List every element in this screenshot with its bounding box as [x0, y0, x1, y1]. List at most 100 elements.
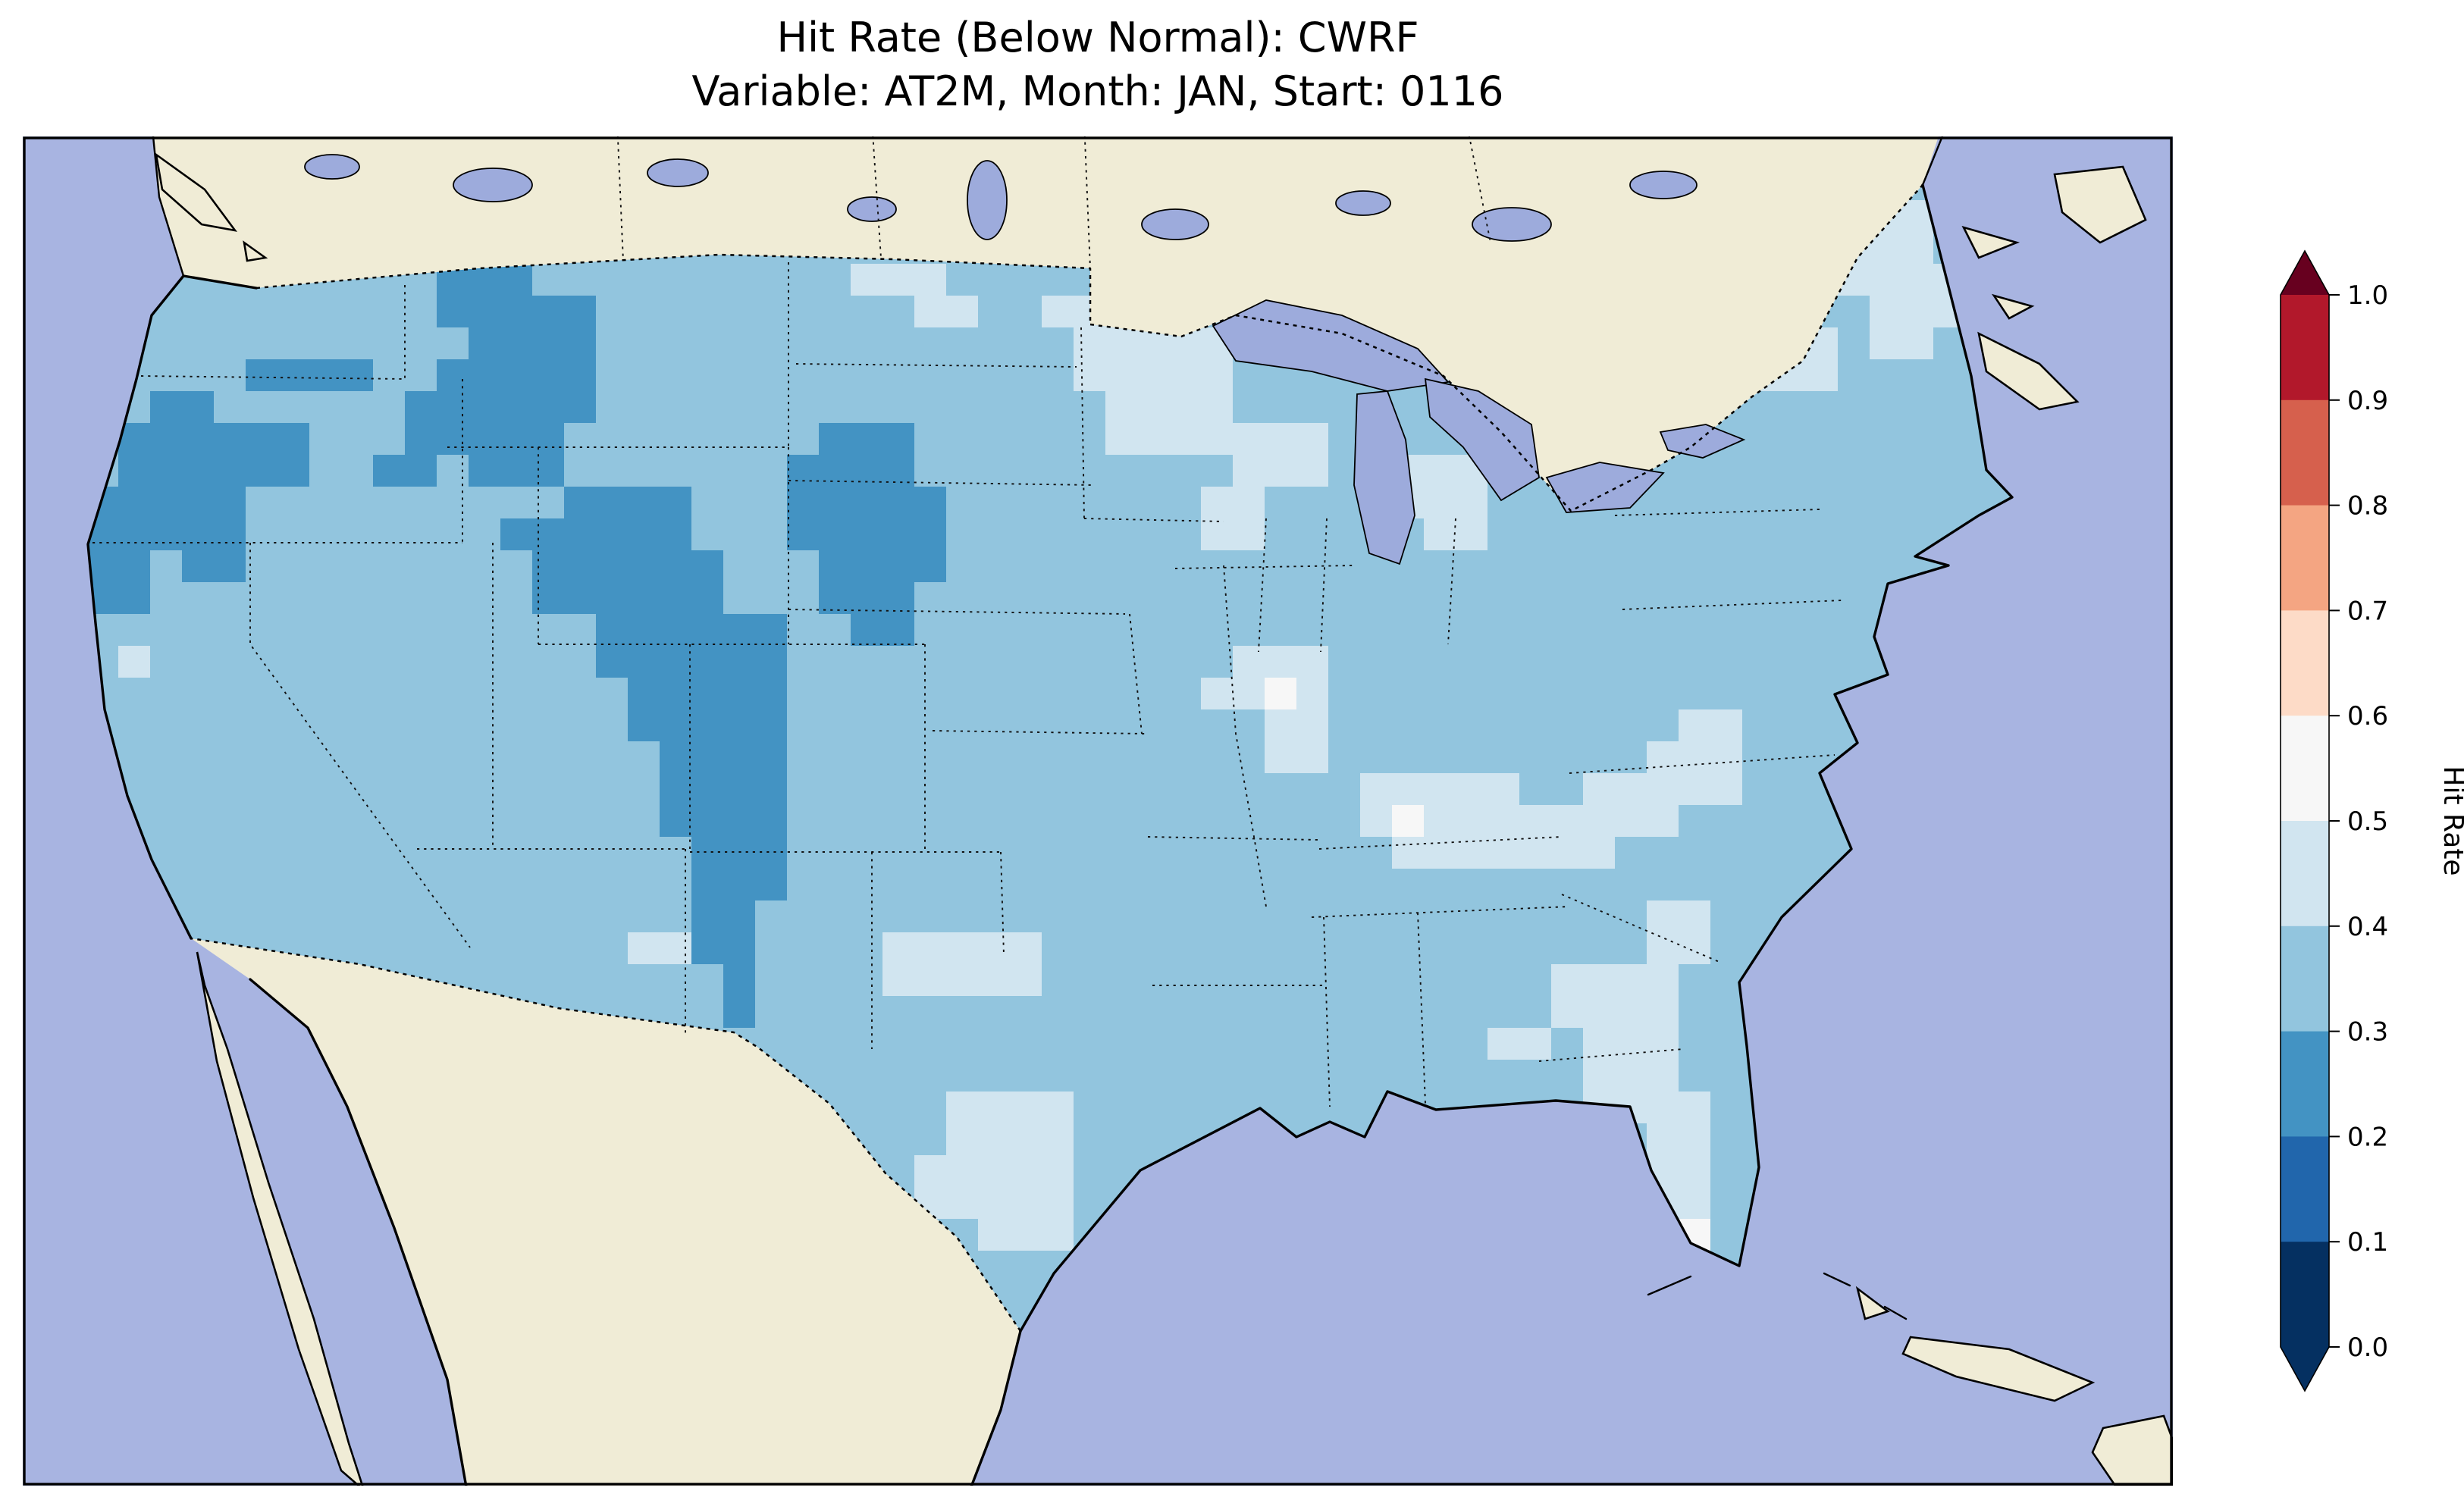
hit-rate-cell	[1392, 805, 1424, 837]
hit-rate-cell	[819, 550, 914, 614]
us-canada-border-east	[1089, 184, 1923, 512]
conus-hit-rate-map	[23, 136, 2173, 1486]
lake-superior	[1212, 299, 1450, 392]
hit-rate-cell	[1233, 423, 1328, 487]
nova-scotia	[1977, 331, 2080, 411]
hit-rate-cell	[1487, 1028, 1551, 1060]
colorbar-tick-label: 0.7	[2347, 596, 2388, 626]
hit-rate-cell	[150, 391, 214, 423]
hit-rate-cell	[978, 1187, 1074, 1251]
colorbar-tick-label: 0.8	[2347, 491, 2388, 521]
colorbar-segment-0.8-0.9	[2281, 399, 2329, 506]
lake-huron	[1424, 377, 1540, 502]
colorbar-tick-label: 0.6	[2347, 701, 2388, 731]
colorbar-over-arrow	[2281, 251, 2329, 295]
canada-province-borders	[616, 136, 1491, 269]
small-island-nw	[243, 240, 268, 262]
lake-michigan	[1353, 390, 1415, 565]
hit-rate-cell	[532, 550, 723, 614]
great-lakes	[1212, 299, 1746, 565]
colorbar-tick-label: 0.3	[2347, 1017, 2388, 1048]
hit-rate-cell	[1647, 900, 1710, 964]
hit-rate-cell	[1392, 837, 1519, 869]
hit-rate-cell	[851, 614, 914, 646]
mexico-gulf-coast	[970, 1330, 1022, 1486]
figure-title: Hit Rate (Below Normal): CWRF Variable: …	[23, 11, 2173, 119]
colorbar-under-arrow	[2281, 1347, 2329, 1391]
hispaniola-corner	[2091, 1414, 2173, 1486]
british-columbia-coast	[152, 136, 185, 277]
hit-rate-cell	[596, 614, 787, 678]
hit-rate-cell	[182, 550, 246, 582]
hit-rate-cell	[1615, 805, 1679, 837]
lake-erie	[1545, 462, 1665, 513]
hit-rate-cells	[88, 200, 1965, 1283]
hit-rate-cell	[88, 550, 150, 614]
hit-rate-cell	[628, 932, 691, 964]
colorbar-ticks: 1.0 0.9 0.8 0.7 0.6 0.5 0.4 0.3 0.2 0.1 0.0	[2329, 280, 2388, 1363]
vancouver-island	[155, 152, 238, 232]
hit-rate-cell	[723, 964, 755, 1028]
colorbar-axis-label: Hit Rate	[2437, 766, 2464, 875]
hit-rate-cell	[118, 646, 150, 678]
title-line-1: Hit Rate (Below Normal): CWRF	[776, 14, 1419, 61]
colorbar-segment-0.5-0.6	[2281, 716, 2329, 822]
colorbar-segment-0.2-0.3	[2281, 1031, 2329, 1137]
bahamas-cays	[1823, 1272, 1908, 1320]
hit-rate-cell	[914, 296, 978, 327]
hit-rate-cell	[1201, 487, 1265, 550]
hit-rate-cell	[1105, 391, 1233, 455]
lake-ontario	[1659, 424, 1746, 459]
hit-rate-cell	[628, 678, 787, 741]
hit-rate-cell	[691, 900, 755, 964]
hit-rate-cell	[1551, 964, 1679, 1028]
colorbar-segment-0.6-0.7	[2281, 610, 2329, 716]
coastlines	[86, 136, 2014, 1333]
hit-rate-cell	[1265, 709, 1328, 773]
colorbar-segment-0.7-0.8	[2281, 505, 2329, 611]
hit-rate-cell	[1647, 741, 1742, 805]
hit-rate-cell	[118, 423, 309, 487]
colorbar-tick-label: 0.0	[2347, 1333, 2388, 1363]
hit-rate-cell	[819, 423, 914, 455]
colorbar: 1.0 0.9 0.8 0.7 0.6 0.5 0.4 0.3 0.2 0.1 0.0 Hit Ra…	[2280, 249, 2464, 1392]
hit-rate-cell	[1679, 709, 1742, 741]
hit-rate-cell	[469, 423, 564, 487]
pacific-coast	[86, 274, 258, 940]
prince-edward-island	[1991, 293, 2035, 320]
colorbar-tick-label: 0.4	[2347, 912, 2388, 942]
hit-rate-cell	[405, 391, 469, 455]
us-canada-border-west	[255, 253, 1092, 324]
hit-rate-cell	[1265, 678, 1296, 709]
new-brunswick-coast	[1921, 136, 1944, 186]
islands	[155, 152, 2173, 1486]
colorbar-segment-0.3-0.4	[2281, 926, 2329, 1032]
mexico-landmass	[191, 938, 1020, 1486]
hit-rate-cell	[691, 837, 787, 900]
newfoundland	[2053, 165, 2147, 244]
canada-lakes	[304, 154, 1698, 242]
country-borders	[190, 184, 1923, 1332]
colorbar-segment-0.4-0.5	[2281, 821, 2329, 927]
colorbar-segment-0.9-1.0	[2281, 295, 2329, 401]
colorbar-tick-label: 1.0	[2347, 280, 2388, 311]
baja-california	[196, 951, 364, 1486]
us-mexico-border	[190, 937, 1022, 1332]
colorbar-tick-label: 0.2	[2347, 1122, 2388, 1152]
florida-keys	[1647, 1275, 1692, 1296]
colorbar-tick-label: 0.9	[2347, 386, 2388, 416]
hit-rate-cell	[882, 932, 1042, 996]
mexico-gulf-of-california-coast	[249, 978, 468, 1486]
map-frame	[23, 136, 2173, 1486]
hit-rate-cell	[914, 1155, 978, 1219]
hit-rate-cell	[660, 741, 787, 837]
hit-rate-cell	[277, 359, 373, 391]
hit-rate-cell	[1583, 773, 1647, 805]
hit-rate-cell	[564, 487, 691, 550]
hit-rate-cell	[373, 455, 437, 487]
hit-rate-cell	[1074, 327, 1233, 391]
state-borders	[92, 262, 1843, 1107]
colorbar-tick-label: 0.1	[2347, 1227, 2388, 1258]
atlantic-gulf-coast	[1019, 183, 2014, 1333]
